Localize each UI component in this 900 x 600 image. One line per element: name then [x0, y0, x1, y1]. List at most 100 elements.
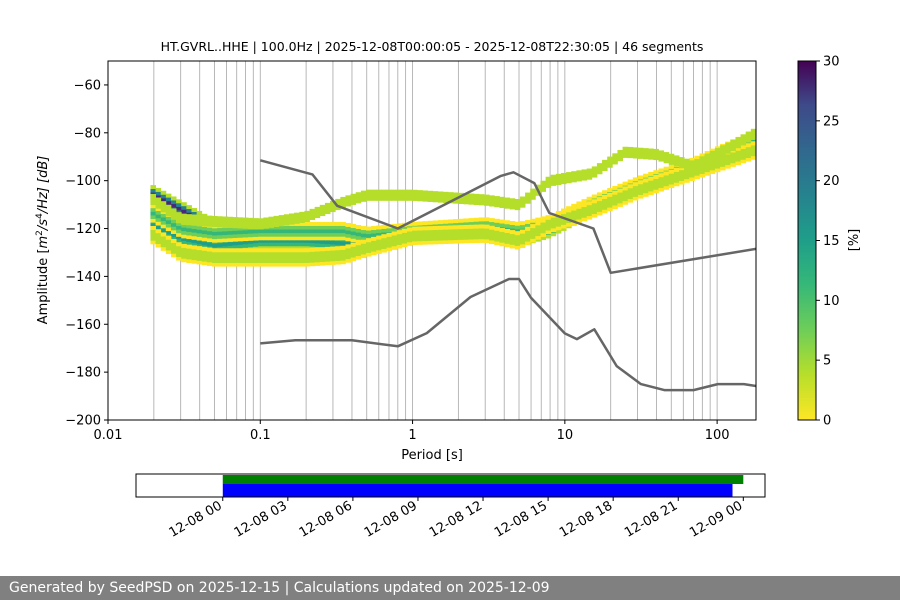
- density-cell: [340, 256, 346, 261]
- density-cell: [268, 220, 275, 225]
- density-cell: [381, 228, 387, 233]
- density-cell: [201, 218, 208, 223]
- density-cell: [699, 163, 706, 168]
- density-cell: [386, 247, 393, 252]
- density-cell: [319, 239, 326, 244]
- density-cell: [714, 157, 721, 162]
- density-cell: [232, 237, 239, 242]
- density-cell: [186, 251, 192, 256]
- density-cell: [176, 249, 182, 254]
- density-cell: [309, 208, 316, 213]
- density-cell: [555, 222, 562, 227]
- density-cell: [150, 185, 156, 190]
- density-cell: [530, 227, 536, 232]
- density-cell: [299, 221, 305, 226]
- density-cell: [324, 210, 331, 215]
- density-cell: [530, 188, 536, 193]
- density-cell: [478, 235, 485, 240]
- density-cell: [176, 225, 182, 230]
- density-cell: [658, 180, 665, 185]
- density-cell: [186, 241, 192, 246]
- density-cell: [750, 155, 756, 160]
- density-cell: [170, 208, 177, 213]
- density-cell: [160, 246, 167, 251]
- density-cell: [165, 200, 172, 205]
- density-cell: [376, 225, 382, 230]
- density-cell: [365, 252, 372, 257]
- density-cell: [191, 239, 198, 244]
- density-cell: [637, 151, 644, 156]
- density-cell: [750, 148, 756, 153]
- density-cell: [340, 249, 346, 254]
- density-cell: [730, 159, 736, 164]
- density-cell: [591, 199, 598, 204]
- density-cell: [679, 160, 685, 165]
- density-cell: [535, 224, 541, 229]
- density-cell: [319, 208, 326, 213]
- density-cell: [170, 203, 177, 208]
- density-cell: [222, 262, 228, 267]
- density-cell: [150, 214, 156, 219]
- density-cell: [699, 153, 706, 158]
- density-cell: [673, 182, 680, 187]
- density-cell: [386, 189, 393, 194]
- density-cell: [324, 236, 331, 241]
- density-cell: [237, 244, 244, 249]
- density-cell: [560, 210, 567, 215]
- density-cell: [735, 137, 742, 142]
- density-cell: [453, 192, 459, 197]
- density-cell: [607, 203, 613, 208]
- colorbar-tick-label: 25: [823, 114, 840, 129]
- density-cell: [566, 175, 572, 180]
- density-cell: [150, 188, 156, 193]
- density-cell: [253, 239, 259, 244]
- density-cell: [247, 225, 254, 230]
- x-tick-label: 1: [408, 428, 416, 443]
- density-cell: [160, 201, 167, 206]
- density-cell: [160, 224, 167, 229]
- density-cell: [596, 211, 603, 216]
- density-cell: [699, 173, 706, 178]
- density-cell: [514, 238, 521, 243]
- density-cell: [489, 221, 495, 226]
- density-cell: [340, 236, 346, 241]
- density-cell: [586, 172, 593, 177]
- density-cell: [514, 202, 521, 207]
- density-cell: [289, 220, 295, 225]
- density-cell: [206, 234, 213, 239]
- density-cell: [289, 229, 295, 234]
- density-cell: [386, 227, 393, 232]
- density-cell: [350, 227, 357, 232]
- density-cell: [170, 219, 177, 224]
- density-cell: [663, 185, 670, 190]
- density-cell: [268, 245, 275, 250]
- density-cell: [684, 162, 690, 167]
- density-cell: [473, 228, 480, 233]
- density-cell: [314, 247, 321, 252]
- density-cell: [627, 187, 634, 192]
- density-cell: [206, 219, 213, 224]
- density-cell: [484, 201, 490, 206]
- density-cell: [530, 231, 536, 236]
- timeline-tick-label: 12-08 06: [297, 498, 355, 540]
- density-cell: [622, 200, 629, 205]
- density-cell: [273, 259, 280, 264]
- density-cell: [596, 204, 603, 209]
- density-cell: [222, 216, 228, 221]
- density-cell: [268, 255, 275, 260]
- density-cell: [412, 230, 418, 235]
- density-cell: [514, 241, 521, 246]
- density-cell: [232, 226, 239, 231]
- density-cell: [668, 176, 675, 181]
- density-cell: [555, 219, 562, 224]
- density-cell: [581, 217, 588, 222]
- density-cell: [217, 259, 223, 264]
- density-cell: [309, 251, 316, 256]
- density-cell: [181, 230, 187, 235]
- density-cell: [391, 196, 398, 201]
- density-cell: [432, 229, 439, 234]
- density-cell: [432, 194, 439, 199]
- density-cell: [263, 242, 269, 247]
- density-cell: [253, 218, 259, 223]
- density-cell: [473, 217, 480, 222]
